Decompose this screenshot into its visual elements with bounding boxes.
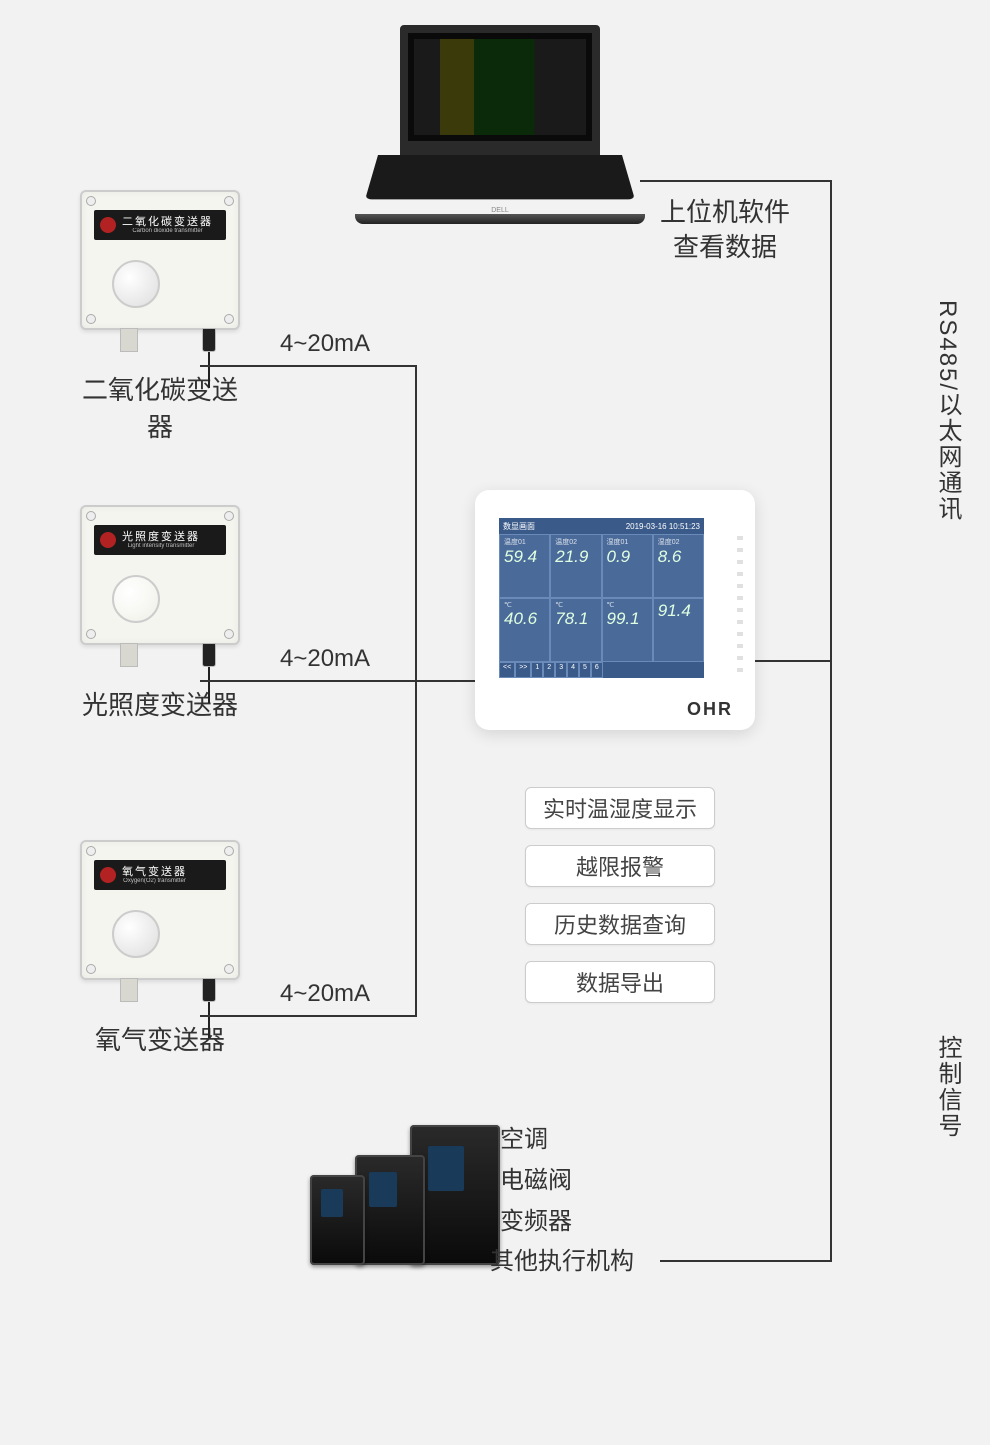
sensor-o2: 氧气变送器 Oxygen(O2) transmitter 氧气变送器 <box>70 840 250 1057</box>
vfd-small <box>310 1175 365 1265</box>
sensor-logo-icon <box>100 532 116 548</box>
line-laptop-h <box>640 180 832 182</box>
actuator-item: 变频器 <box>500 1202 634 1243</box>
ohr-cell-value: 40.6 <box>504 609 545 629</box>
sensor-logo-icon <box>100 217 116 233</box>
laptop-base <box>355 214 645 224</box>
vfd-medium <box>355 1155 425 1265</box>
line-actuator-h <box>660 1260 832 1262</box>
ohr-cell-label: ℃ <box>504 601 545 609</box>
sensor-light: 光照度变送器 Light intensity transmitter 光照度变送… <box>70 505 250 722</box>
sensor-o2-body: 氧气变送器 Oxygen(O2) transmitter <box>80 840 240 980</box>
line-light-h <box>200 680 475 682</box>
ohr-cell-value: 0.9 <box>607 547 648 567</box>
sensor-o2-name: 氧气变送器 <box>70 1020 250 1057</box>
comm-label: RS485/以太网通讯 <box>930 300 965 522</box>
control-label: 控制信号 <box>930 1035 965 1139</box>
ohr-header-left: 数显画面 <box>503 521 535 532</box>
laptop-label-line2: 查看数据 <box>660 230 790 265</box>
actuator-list: 空调 电磁阀 变频器 其他执行机构 <box>500 1120 634 1283</box>
sensor-light-body: 光照度变送器 Light intensity transmitter <box>80 505 240 645</box>
sensor-light-name: 光照度变送器 <box>70 685 250 722</box>
sensor-o2-strip-en: Oxygen(O2) transmitter <box>122 878 187 885</box>
signal-label-o2: 4~20mA <box>280 980 370 1008</box>
system-diagram: DELL 上位机软件 查看数据 二氧化碳变送器 Carbon dioxide t… <box>0 0 990 1445</box>
signal-label-light: 4~20mA <box>280 645 370 673</box>
sensor-co2: 二氧化碳变送器 Carbon dioxide transmitter 二氧化碳变… <box>70 190 250 444</box>
actuator-item: 空调 <box>500 1120 634 1161</box>
sensor-co2-strip: 二氧化碳变送器 Carbon dioxide transmitter <box>94 210 226 240</box>
ohr-cell-value: 59.4 <box>504 547 545 567</box>
ohr-ftr-btn: 2 <box>543 662 555 678</box>
actuator-item: 电磁阀 <box>500 1161 634 1202</box>
ohr-cell-label: 湿度01 <box>607 537 648 547</box>
sensor-o2-strip-zh: 氧气变送器 <box>122 866 187 878</box>
line-o2-h <box>200 1015 415 1017</box>
sensor-logo-icon <box>100 867 116 883</box>
sensor-light-strip: 光照度变送器 Light intensity transmitter <box>94 525 226 555</box>
ohr-display: 数显画面 2019-03-16 10:51:23 温度0159.4 温度0221… <box>475 490 755 730</box>
feature-alarm: 越限报警 <box>525 845 715 887</box>
line-right-trunk <box>830 180 832 1260</box>
ohr-ftr-btn: << <box>499 662 515 678</box>
ohr-header-right: 2019-03-16 10:51:23 <box>626 522 700 531</box>
sensor-dome-icon <box>112 260 160 308</box>
vfd-group <box>300 1135 500 1255</box>
ohr-cell-label: ℃ <box>555 601 596 609</box>
laptop-brand: DELL <box>355 207 645 214</box>
sensor-light-strip-zh: 光照度变送器 <box>122 531 200 543</box>
sensor-co2-name: 二氧化碳变送器 <box>70 370 250 444</box>
ohr-footer: << >> 1 2 3 4 5 6 <box>499 662 704 678</box>
line-sensor-bus <box>415 365 417 1017</box>
feature-history: 历史数据查询 <box>525 903 715 945</box>
ohr-brand: OHR <box>687 699 733 720</box>
ohr-screen: 数显画面 2019-03-16 10:51:23 温度0159.4 温度0221… <box>499 518 704 678</box>
ohr-cell-label: 湿度02 <box>658 537 699 547</box>
sensor-dome-icon <box>112 575 160 623</box>
ohr-ftr-btn: 5 <box>579 662 591 678</box>
ohr-ftr-btn: 4 <box>567 662 579 678</box>
feature-realtime: 实时温湿度显示 <box>525 787 715 829</box>
ohr-cell-value: 78.1 <box>555 609 596 629</box>
ohr-ftr-btn: 6 <box>591 662 603 678</box>
sensor-co2-strip-zh: 二氧化碳变送器 <box>122 216 213 228</box>
ohr-cell-label: 温度02 <box>555 537 596 547</box>
sensor-co2-body: 二氧化碳变送器 Carbon dioxide transmitter <box>80 190 240 330</box>
feature-export: 数据导出 <box>525 961 715 1003</box>
laptop-keyboard <box>365 155 635 199</box>
ohr-cell-label: ℃ <box>607 601 648 609</box>
laptop-screen <box>400 25 600 155</box>
ohr-cell-value: 21.9 <box>555 547 596 567</box>
laptop-label: 上位机软件 查看数据 <box>660 195 790 265</box>
laptop: DELL <box>355 25 645 240</box>
line-co2-h <box>200 365 415 367</box>
ohr-cell-label: 温度01 <box>504 537 545 547</box>
ohr-cell-value: 91.4 <box>658 601 699 621</box>
ohr-cell-value: 8.6 <box>658 547 699 567</box>
ohr-vents-icon <box>737 528 743 678</box>
line-ohr-top <box>755 660 832 662</box>
laptop-label-line1: 上位机软件 <box>660 195 790 230</box>
sensor-light-strip-en: Light intensity transmitter <box>122 543 200 550</box>
sensor-co2-strip-en: Carbon dioxide transmitter <box>122 228 213 235</box>
ohr-ftr-btn: 1 <box>531 662 543 678</box>
sensor-o2-strip: 氧气变送器 Oxygen(O2) transmitter <box>94 860 226 890</box>
ohr-grid: 温度0159.4 温度0221.9 湿度010.9 湿度028.6 ℃40.6 … <box>499 534 704 662</box>
ohr-cell-value: 99.1 <box>607 609 648 629</box>
ohr-ftr-btn: 3 <box>555 662 567 678</box>
sensor-dome-icon <box>112 910 160 958</box>
ohr-header: 数显画面 2019-03-16 10:51:23 <box>499 518 704 534</box>
actuator-item: 其他执行机构 <box>490 1242 634 1283</box>
signal-label-co2: 4~20mA <box>280 330 370 358</box>
ohr-ftr-btn: >> <box>515 662 531 678</box>
